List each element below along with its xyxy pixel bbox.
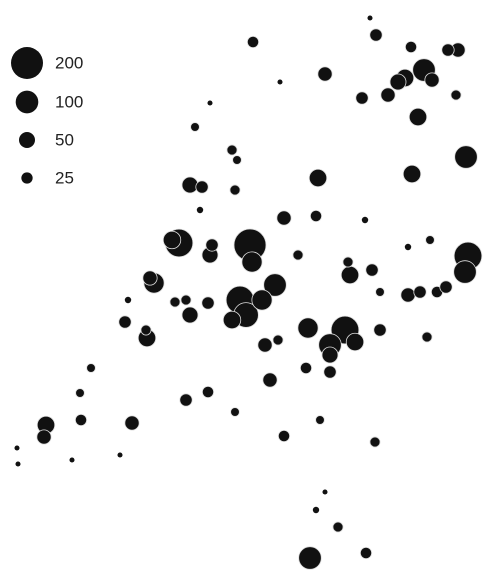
bubbles (14, 15, 483, 570)
bubble (277, 79, 283, 85)
bubble (222, 310, 242, 330)
size-legend: 200 100 50 25 (11, 47, 83, 187)
legend-label: 50 (55, 130, 74, 149)
bubble (402, 164, 422, 184)
legend-label: 100 (55, 92, 83, 111)
bubble (263, 273, 287, 297)
bubble (180, 294, 192, 306)
bubble (321, 346, 339, 364)
bubble (315, 415, 325, 425)
bubble (342, 256, 354, 268)
bubble (69, 457, 75, 463)
bubble (345, 332, 365, 352)
bubble (257, 337, 273, 353)
bubble (369, 436, 381, 448)
bubble (124, 415, 140, 431)
bubble (322, 489, 328, 495)
bubble (298, 546, 322, 570)
bubble (292, 249, 304, 261)
bubble (162, 230, 182, 250)
bubble (142, 270, 158, 286)
bubble (309, 209, 323, 223)
bubble (207, 100, 213, 106)
bubble (453, 260, 477, 284)
bubble (425, 235, 435, 245)
bubble (424, 72, 440, 88)
bubble (181, 176, 199, 194)
bubble (439, 280, 453, 294)
bubble (450, 89, 462, 101)
bubble (355, 91, 369, 105)
bubble (272, 334, 284, 346)
bubble (373, 323, 387, 337)
bubble (179, 393, 193, 407)
legend-bubble (15, 90, 39, 114)
bubble (421, 331, 433, 343)
bubble (380, 87, 396, 103)
bubble (276, 210, 292, 226)
bubble (369, 28, 383, 42)
bubble (140, 324, 152, 336)
bubble (118, 315, 132, 329)
bubble (375, 287, 385, 297)
bubble (367, 15, 373, 21)
bubble (441, 43, 455, 57)
bubble (359, 546, 373, 560)
bubble (400, 287, 416, 303)
bubble (413, 285, 427, 299)
legend-bubble (21, 172, 33, 184)
bubble (181, 306, 199, 324)
bubble (15, 461, 21, 467)
bubble (36, 429, 52, 445)
bubble (332, 521, 344, 533)
bubble (361, 216, 369, 224)
bubble (232, 155, 242, 165)
bubble (124, 296, 132, 304)
legend-bubble (19, 132, 35, 148)
bubble (205, 238, 219, 252)
bubble (190, 122, 200, 132)
bubble (365, 263, 379, 277)
bubble (340, 265, 360, 285)
bubble (277, 429, 291, 443)
bubble (241, 251, 263, 273)
bubble (317, 66, 333, 82)
bubble (201, 385, 215, 399)
bubble (323, 365, 337, 379)
bubble (196, 206, 204, 214)
bubble (308, 168, 328, 188)
bubble (251, 289, 273, 311)
bubble (74, 413, 88, 427)
bubble (195, 180, 209, 194)
legend-bubble (11, 47, 43, 79)
bubble (86, 363, 96, 373)
bubble (297, 317, 319, 339)
bubble (299, 361, 313, 375)
bubble (246, 35, 260, 49)
bubble (169, 296, 181, 308)
legend-label: 200 (55, 53, 83, 72)
bubble (14, 445, 20, 451)
bubble (226, 144, 238, 156)
bubble (404, 243, 412, 251)
bubble (262, 372, 278, 388)
bubble (230, 407, 240, 417)
bubble (75, 388, 85, 398)
legend-label: 25 (55, 168, 74, 187)
bubble (408, 107, 428, 127)
bubble (312, 506, 320, 514)
bubble (229, 184, 241, 196)
bubble (201, 296, 215, 310)
bubble (389, 73, 407, 91)
bubble (454, 145, 478, 169)
bubble (404, 40, 418, 54)
bubble (117, 452, 123, 458)
